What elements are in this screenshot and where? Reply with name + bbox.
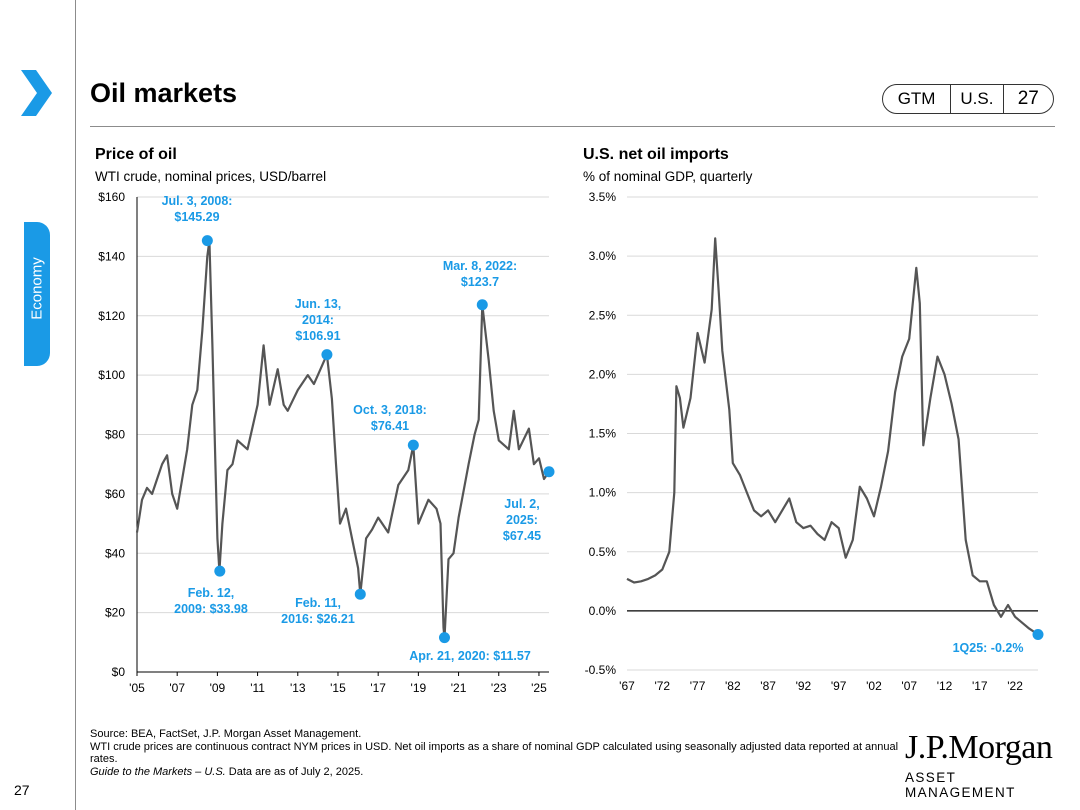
annotation-label: 2025: — [506, 513, 538, 527]
data-point-marker — [354, 588, 366, 600]
y-tick-label: $0 — [112, 665, 126, 679]
x-tick-label: '12 — [937, 679, 953, 693]
x-tick-label: '07 — [169, 681, 185, 695]
page-number: 27 — [14, 782, 30, 798]
y-tick-label: 2.5% — [589, 308, 617, 322]
logo-main: J.P.Morgan — [905, 729, 1053, 766]
x-tick-label: '07 — [901, 679, 917, 693]
y-tick-label: $40 — [105, 546, 125, 560]
oil-price-title: Price of oil — [95, 146, 177, 163]
annotation-label: $106.91 — [295, 329, 340, 343]
imports-subtitle: % of nominal GDP, quarterly — [583, 169, 753, 184]
x-tick-label: '09 — [210, 681, 226, 695]
x-tick-label: '72 — [654, 679, 670, 693]
x-tick-label: '92 — [796, 679, 812, 693]
y-tick-label: 0.0% — [589, 604, 617, 618]
x-tick-label: '77 — [690, 679, 706, 693]
oil-price-subtitle: WTI crude, nominal prices, USD/barrel — [95, 169, 327, 184]
x-tick-label: '17 — [370, 681, 386, 695]
badge-gtm: GTM — [883, 85, 952, 113]
data-point-marker — [476, 299, 488, 311]
annotation-label: Oct. 3, 2018: — [353, 403, 427, 417]
y-tick-label: 1.5% — [589, 427, 617, 441]
y-tick-label: 1.0% — [589, 486, 617, 500]
jpmorgan-logo: J.P.Morgan ASSET MANAGEMENT — [905, 729, 1060, 801]
annotation-label: 1Q25: -0.2% — [953, 641, 1024, 655]
x-tick-label: '11 — [250, 681, 265, 695]
data-point-marker — [321, 349, 333, 361]
footer-methodology: WTI crude prices are continuous contract… — [90, 740, 899, 766]
x-tick-label: '02 — [866, 679, 882, 693]
left-divider — [75, 0, 76, 810]
data-point-marker — [438, 632, 450, 644]
data-point-marker — [1032, 629, 1044, 641]
series-line — [626, 237, 1039, 636]
y-tick-label: $140 — [98, 249, 125, 263]
annotation-label: Jul. 2, — [504, 497, 539, 511]
title-rule — [90, 126, 1055, 127]
gtm-badge: GTM U.S. 27 — [882, 84, 1054, 114]
y-tick-label: -0.5% — [585, 663, 617, 677]
y-tick-label: 2.0% — [589, 367, 617, 381]
data-point-marker — [201, 235, 213, 247]
x-tick-label: '19 — [411, 681, 427, 695]
y-tick-label: $20 — [105, 606, 125, 620]
x-tick-label: '82 — [725, 679, 741, 693]
chevron-right-icon — [21, 70, 52, 116]
x-tick-label: '67 — [619, 679, 635, 693]
annotation-label: $123.7 — [461, 275, 499, 289]
annotation-label: 2014: — [302, 313, 334, 327]
y-tick-label: 3.5% — [589, 190, 617, 204]
x-tick-label: '22 — [1007, 679, 1023, 693]
data-point-marker — [214, 565, 226, 577]
footer-guide-title: Guide to the Markets – U.S. — [90, 765, 226, 778]
footer-date: Guide to the Markets – U.S. Data are as … — [90, 766, 910, 779]
x-tick-label: '97 — [831, 679, 847, 693]
annotation-label: Jun. 13, — [295, 297, 342, 311]
annotation-label: $67.45 — [503, 529, 541, 543]
data-point-marker — [407, 439, 419, 451]
data-point-marker — [543, 466, 555, 478]
logo-sub: ASSET MANAGEMENT — [905, 770, 1016, 800]
y-tick-label: $100 — [98, 368, 125, 382]
x-tick-label: '15 — [330, 681, 346, 695]
footer-date-text: Data are as of July 2, 2025. — [225, 765, 364, 778]
y-tick-label: $160 — [98, 190, 125, 204]
x-tick-label: '25 — [531, 681, 547, 695]
y-tick-label: 3.0% — [589, 249, 617, 263]
imports-title: U.S. net oil imports — [583, 146, 729, 163]
y-tick-label: $60 — [105, 487, 125, 501]
annotation-label: Apr. 21, 2020: $11.57 — [409, 649, 531, 663]
annotation-label: $145.29 — [174, 210, 219, 224]
footer-notes: Source: BEA, FactSet, J.P. Morgan Asset … — [90, 728, 910, 778]
footer-source: Source: BEA, FactSet, J.P. Morgan Asset … — [90, 728, 362, 740]
x-tick-label: '87 — [760, 679, 776, 693]
annotation-label: Feb. 12, — [188, 586, 235, 600]
section-tab[interactable] — [24, 222, 50, 366]
annotation-label: Feb. 11, — [295, 596, 341, 610]
annotation-label: 2009: $33.98 — [174, 602, 248, 616]
annotation-label: Jul. 3, 2008: — [162, 194, 233, 208]
badge-page: 27 — [1017, 88, 1039, 109]
badge-region: U.S. — [951, 85, 1004, 113]
page-title: Oil markets — [90, 78, 238, 108]
y-tick-label: $120 — [98, 309, 125, 323]
x-tick-label: '17 — [972, 679, 988, 693]
y-tick-label: $80 — [105, 428, 125, 442]
annotation-label: Mar. 8, 2022: — [443, 259, 517, 273]
annotation-label: 2016: $26.21 — [281, 612, 355, 626]
x-tick-label: '21 — [451, 681, 467, 695]
annotation-label: $76.41 — [371, 419, 409, 433]
x-tick-label: '23 — [491, 681, 507, 695]
x-tick-label: '05 — [129, 681, 145, 695]
series-line — [135, 239, 550, 639]
y-tick-label: 0.5% — [589, 545, 617, 559]
x-tick-label: '13 — [290, 681, 306, 695]
